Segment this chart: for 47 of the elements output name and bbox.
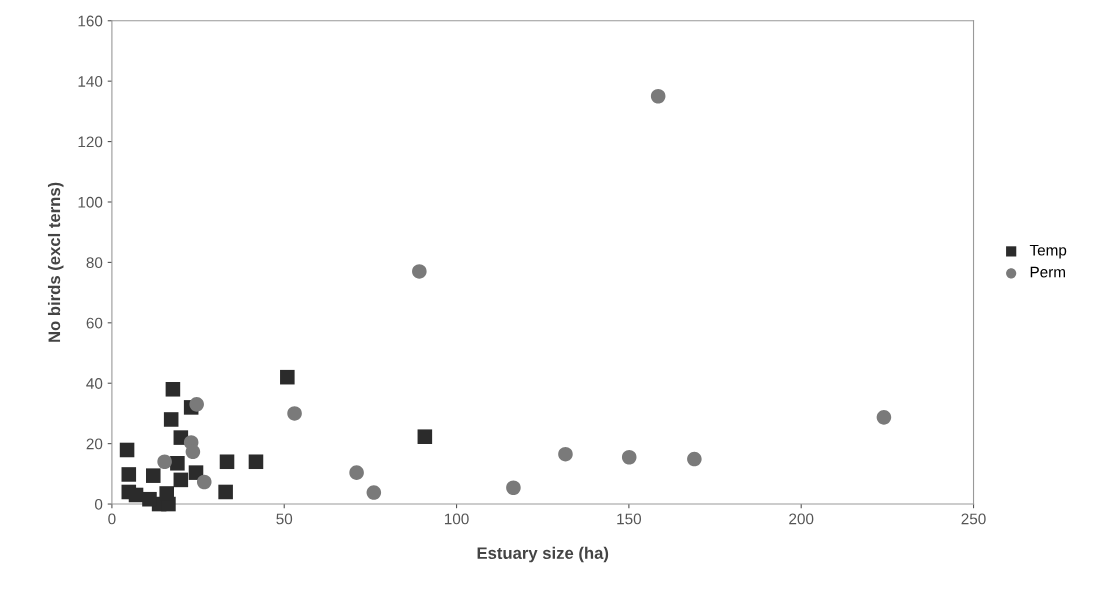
y-tick-label: 80 — [86, 257, 103, 269]
y-tick-label: 160 — [78, 15, 103, 27]
y-tick-label: 0 — [94, 498, 103, 510]
point — [412, 264, 427, 279]
point — [165, 381, 181, 397]
y-tick-label: 60 — [86, 317, 103, 329]
x-axis-title: Estuary size (ha) — [477, 546, 609, 563]
y-tick-label: 40 — [86, 378, 103, 389]
point — [876, 410, 892, 425]
point — [650, 88, 666, 104]
point — [170, 455, 185, 471]
y-tick-label: 140 — [78, 76, 103, 87]
point — [163, 412, 179, 427]
x-tick-label: 100 — [444, 513, 469, 525]
point — [287, 406, 302, 421]
point — [366, 485, 382, 500]
y-tick-label: 100 — [78, 196, 103, 208]
x-tick-label: 250 — [961, 513, 986, 525]
x-tick-label: 0 — [108, 513, 116, 525]
point — [145, 468, 161, 483]
point — [621, 449, 637, 465]
point — [189, 397, 204, 412]
point — [417, 429, 433, 444]
point — [121, 467, 137, 482]
legend-label: Temp — [1029, 244, 1067, 259]
point — [188, 465, 204, 480]
point — [157, 454, 172, 470]
point — [218, 484, 233, 500]
x-tick-label: 200 — [789, 513, 814, 525]
point — [506, 480, 521, 496]
point — [248, 454, 264, 470]
point — [173, 472, 189, 488]
point — [142, 491, 157, 507]
y-tick-label: 120 — [78, 136, 103, 148]
point — [558, 446, 573, 462]
point — [196, 474, 212, 490]
point — [280, 369, 295, 385]
point — [119, 442, 135, 458]
y-tick-label: 20 — [86, 438, 103, 450]
point — [219, 454, 235, 470]
legend-label: Perm — [1030, 266, 1065, 278]
point — [349, 465, 364, 480]
point — [185, 444, 201, 460]
y-axis-title: No birds (excl terns) — [47, 182, 64, 342]
point — [687, 451, 702, 467]
x-tick-label: 50 — [276, 513, 293, 525]
x-tick-label: 150 — [617, 513, 642, 525]
